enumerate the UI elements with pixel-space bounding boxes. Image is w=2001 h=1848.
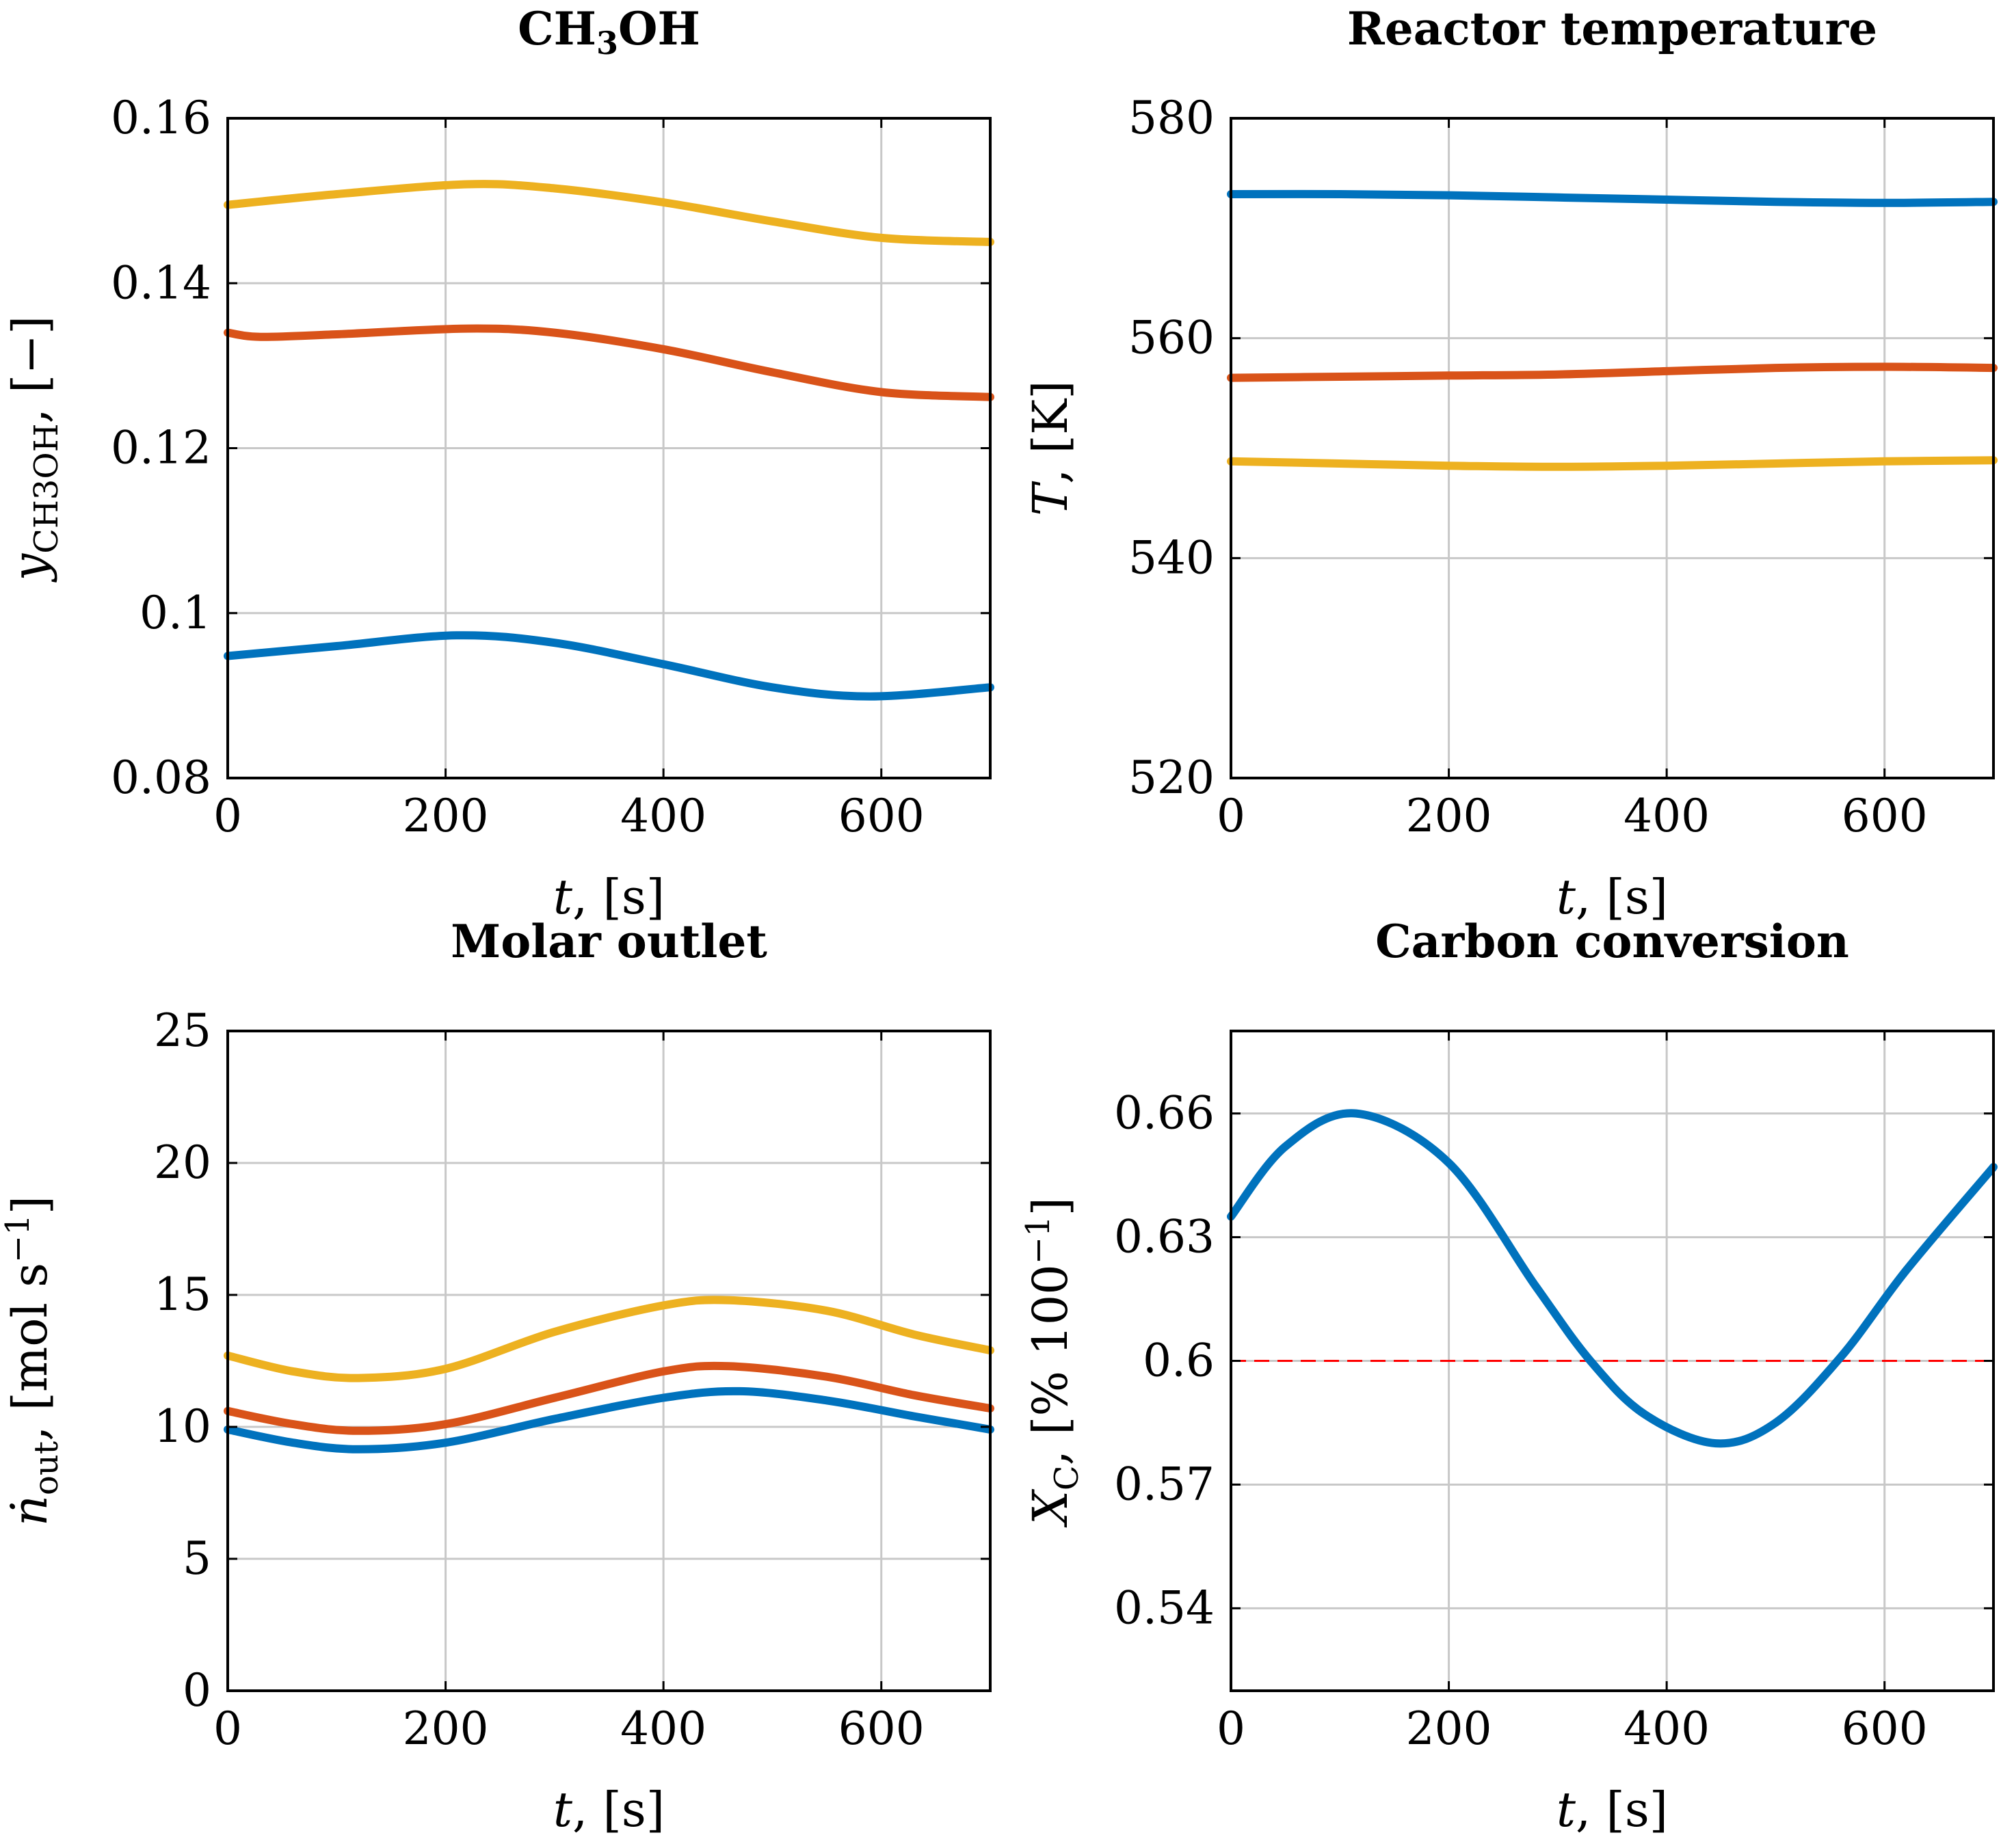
x-tick-label: 600	[1842, 1702, 1928, 1755]
x-tick-label: 400	[620, 1702, 706, 1755]
series-line-orange	[224, 1361, 994, 1435]
x-tick-label: 0	[213, 790, 242, 842]
y-tick-label: 15	[154, 1268, 211, 1321]
x-axis-label: t, [s]	[1556, 1782, 1668, 1838]
y-tick-label: 0.54	[1114, 1581, 1215, 1634]
x-tick-label: 400	[1624, 1702, 1710, 1755]
x-tick-label: 200	[1406, 1702, 1492, 1755]
series-line-blue	[224, 1387, 994, 1454]
y-tick-label: 5	[183, 1532, 211, 1585]
x-tick-label: 600	[838, 1702, 925, 1755]
series-line-yellow	[224, 1296, 994, 1382]
x-tick-label: 200	[1406, 790, 1492, 842]
x-tick-label: 400	[620, 790, 706, 842]
y-axis-label: ṅout, [mol s−1]	[0, 1196, 66, 1526]
y-tick-label: 540	[1128, 531, 1215, 584]
plot-frame	[226, 1030, 992, 1692]
y-tick-label: 0.1	[140, 587, 211, 639]
y-tick-label: 20	[154, 1136, 211, 1189]
y-tick-label: 25	[154, 1004, 211, 1057]
y-axis-label: T, [K]	[1022, 380, 1078, 515]
x-tick-label: 0	[1217, 790, 1245, 842]
y-tick-label: 0.63	[1114, 1211, 1215, 1263]
x-tick-label: 400	[1624, 790, 1710, 842]
series-line-orange	[224, 324, 994, 401]
series-line-orange	[1227, 362, 1998, 382]
y-tick-label: 520	[1128, 751, 1215, 804]
x-tick-label: 200	[403, 790, 489, 842]
y-tick-label: 0.57	[1114, 1458, 1215, 1510]
y-tick-label: 0.66	[1114, 1087, 1215, 1140]
chart-panel-4: 0 200 400 600 0.54 0.57 0.6 0.63 0.66 Carbon conv…	[1019, 915, 1998, 1838]
plot-frame	[1230, 117, 1995, 779]
series-line-blue	[1227, 1109, 1998, 1448]
y-axis-label: yCH3OH, [−]	[2, 316, 66, 583]
y-tick-label: 580	[1128, 92, 1215, 144]
x-tick-label: 200	[403, 1702, 489, 1755]
series-line-yellow	[224, 180, 994, 246]
x-tick-label: 600	[838, 790, 925, 842]
chart-title: Molar outlet	[451, 915, 767, 968]
x-tick-label: 600	[1842, 790, 1928, 842]
y-tick-label: 0	[183, 1664, 211, 1717]
chart-panel-2: 0 200 400 600 520 540 560 580 Reactor temperatur…	[1022, 2, 1998, 925]
chart-title: CH3OH	[518, 2, 700, 62]
y-tick-label: 0.12	[111, 422, 211, 474]
series-line-blue	[224, 631, 994, 701]
chart-title: Reactor temperature	[1347, 2, 1877, 55]
y-tick-label: 560	[1128, 312, 1215, 364]
x-tick-label: 0	[213, 1702, 242, 1755]
y-tick-label: 0.08	[111, 751, 211, 804]
chart-panel-1: 0 200 400 600 0.08 0.1 0.12 0.14 0.16 CH3OH t, [s]…	[2, 2, 994, 925]
y-tick-label: 0.6	[1143, 1335, 1215, 1387]
x-axis-label: t, [s]	[553, 1782, 665, 1838]
chart-panel-3: 0 200 400 600 0 5 10 15 20 25 Molar outlet t, [s] ṅo…	[0, 915, 994, 1838]
y-axis-label: XC, [% 100−1]	[1019, 1197, 1086, 1528]
y-tick-label: 0.16	[111, 92, 211, 144]
x-axis-label: t, [s]	[553, 869, 665, 925]
y-tick-label: 0.14	[111, 256, 211, 309]
series-line-blue	[1227, 189, 1998, 207]
y-tick-label: 10	[154, 1400, 211, 1453]
series-line-yellow	[1227, 456, 1998, 471]
x-axis-label: t, [s]	[1556, 869, 1668, 925]
x-tick-label: 0	[1217, 1702, 1245, 1755]
chart-title: Carbon conversion	[1375, 915, 1849, 968]
